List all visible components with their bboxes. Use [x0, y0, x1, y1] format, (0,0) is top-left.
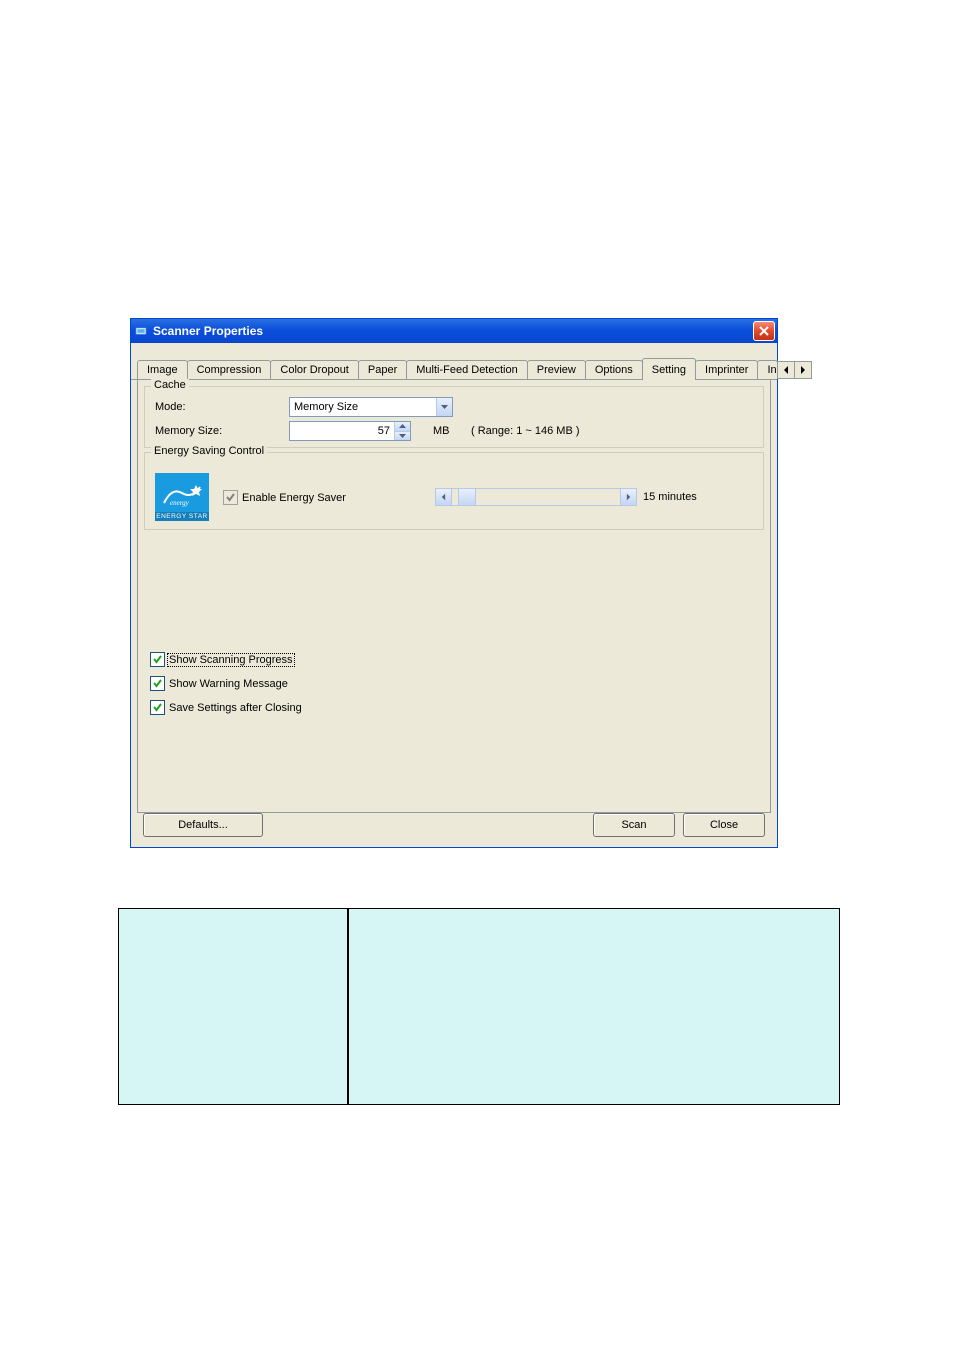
energy-legend: Energy Saving Control [151, 445, 267, 457]
memsize-value: 57 [290, 425, 394, 437]
memsize-range: ( Range: 1 ~ 146 MB ) [471, 425, 580, 437]
enable-energy-saver-checkbox[interactable]: Enable Energy Saver [223, 490, 346, 505]
scan-button[interactable]: Scan [593, 813, 675, 837]
energy-group: Energy Saving Control energy ENERGY STAR… [144, 452, 764, 530]
info-divider [347, 909, 349, 1104]
tab-compression[interactable]: Compression [187, 360, 272, 379]
tab-scroll-left[interactable] [777, 361, 795, 379]
spinner-down-icon[interactable] [395, 432, 410, 441]
spinner-up-icon[interactable] [395, 422, 410, 432]
memsize-label: Memory Size: [155, 425, 222, 437]
energy-timeout-slider[interactable] [435, 488, 637, 506]
tab-paper[interactable]: Paper [358, 360, 407, 379]
close-window-button[interactable] [753, 321, 775, 341]
save-settings-checkbox[interactable]: Save Settings after Closing [150, 700, 302, 715]
tab-color-dropout[interactable]: Color Dropout [270, 360, 358, 379]
save-settings-label: Save Settings after Closing [169, 702, 302, 714]
close-button[interactable]: Close [683, 813, 765, 837]
cache-group: Cache Mode: Memory Size Memory Size: 57 … [144, 386, 764, 448]
app-icon [133, 323, 149, 339]
checkbox-icon [150, 676, 165, 691]
scanner-properties-dialog: Scanner Properties Image Compression Col… [130, 318, 778, 848]
checkbox-icon [223, 490, 238, 505]
energy-star-logo: energy ENERGY STAR [155, 473, 209, 521]
energy-star-caption: ENERGY STAR [155, 512, 209, 521]
defaults-button[interactable]: Defaults... [143, 813, 263, 837]
cache-legend: Cache [151, 379, 189, 391]
slider-right-icon[interactable] [620, 488, 637, 506]
mode-label: Mode: [155, 401, 186, 413]
svg-text:energy: energy [170, 499, 190, 507]
setting-panel: Cache Mode: Memory Size Memory Size: 57 … [137, 380, 771, 813]
checkbox-icon [150, 700, 165, 715]
window-title: Scanner Properties [153, 324, 753, 338]
enable-energy-label: Enable Energy Saver [242, 492, 346, 504]
tab-overflow[interactable]: In [757, 360, 777, 379]
tab-multifeed[interactable]: Multi-Feed Detection [406, 360, 528, 379]
tab-image[interactable]: Image [137, 360, 188, 379]
tab-strip: Image Compression Color Dropout Paper Mu… [131, 357, 777, 380]
titlebar: Scanner Properties [131, 319, 777, 343]
energy-timeout-value: 15 minutes [643, 491, 697, 503]
show-progress-checkbox[interactable]: Show Scanning Progress [150, 652, 293, 667]
slider-left-icon[interactable] [435, 488, 452, 506]
show-warning-label: Show Warning Message [169, 678, 288, 690]
mode-select[interactable]: Memory Size [289, 397, 453, 417]
memsize-input[interactable]: 57 [289, 421, 411, 441]
memsize-spinner[interactable] [394, 422, 410, 440]
tab-options[interactable]: Options [585, 360, 643, 379]
tab-preview[interactable]: Preview [527, 360, 586, 379]
show-progress-label: Show Scanning Progress [167, 653, 295, 667]
slider-thumb[interactable] [458, 488, 476, 506]
chevron-down-icon [436, 398, 452, 416]
info-table [118, 908, 840, 1105]
show-warning-checkbox[interactable]: Show Warning Message [150, 676, 288, 691]
tab-imprinter[interactable]: Imprinter [695, 360, 758, 379]
tab-scroll-right[interactable] [794, 361, 812, 379]
tab-scroll-buttons [778, 361, 812, 379]
mode-value: Memory Size [290, 401, 436, 413]
tab-setting[interactable]: Setting [642, 358, 696, 380]
memsize-unit: MB [433, 425, 450, 437]
checkbox-icon [150, 652, 165, 667]
